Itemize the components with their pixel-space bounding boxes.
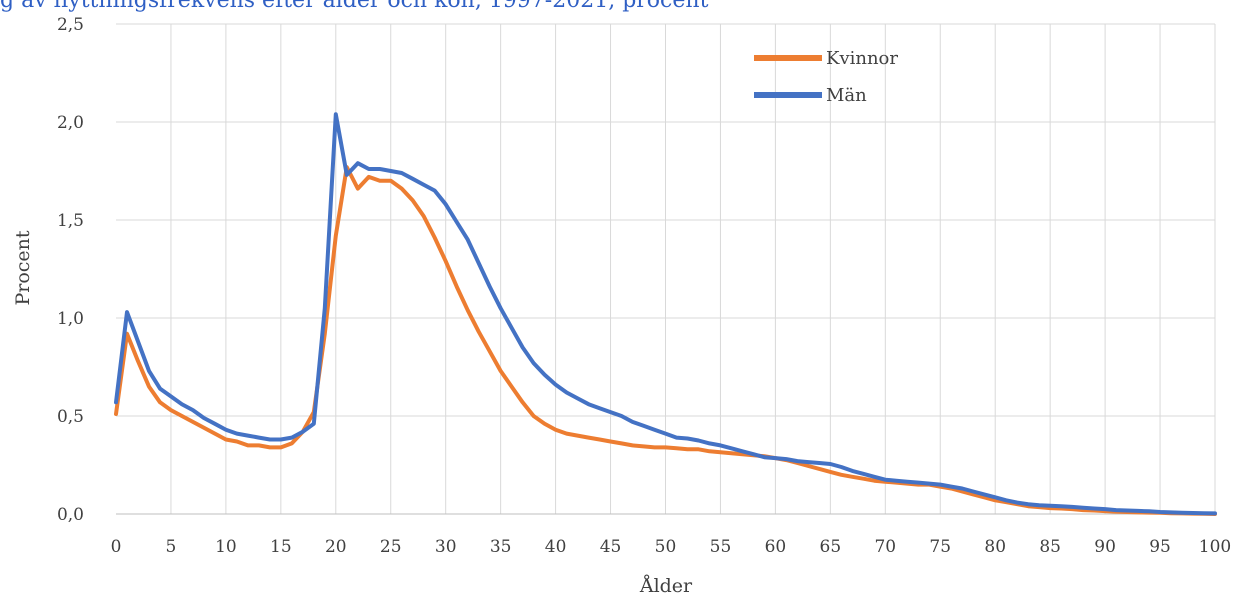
- x-tick-label: 95: [1149, 537, 1171, 557]
- y-tick-label: 2,5: [57, 15, 84, 35]
- y-tick-label: 1,5: [57, 211, 84, 231]
- x-tick-label: 55: [710, 537, 732, 557]
- x-tick-label: 45: [600, 537, 622, 557]
- x-tick-label: 35: [490, 537, 512, 557]
- legend: Kvinnor Män: [754, 48, 898, 106]
- x-tick-label: 75: [929, 537, 951, 557]
- x-tick-label: 20: [325, 537, 347, 557]
- x-tick-label: 60: [765, 537, 787, 557]
- x-tick-label: 30: [435, 537, 457, 557]
- x-tick-label: 0: [111, 537, 122, 557]
- x-tick-label: 15: [270, 537, 292, 557]
- x-tick-label: 90: [1094, 537, 1116, 557]
- y-axis-title: Procent: [12, 230, 34, 305]
- x-tick-label: 50: [655, 537, 677, 557]
- x-tick-label: 70: [874, 537, 896, 557]
- x-axis-ticks: 0 5 10 15 20 25 30 35 40 45 50 55 60 65 70 75 80 85 90 95 10…: [111, 537, 1232, 557]
- gridlines: [116, 23, 1216, 514]
- y-tick-label: 0,0: [57, 505, 84, 525]
- series-lines: [114, 112, 1217, 516]
- x-tick-label: 80: [984, 537, 1006, 557]
- legend-label: Män: [826, 85, 867, 106]
- y-tick-label: 0,5: [57, 407, 84, 427]
- page-title: g av flyttningsfrekvens efter ålder och …: [0, 0, 709, 13]
- legend-label: Kvinnor: [826, 48, 898, 69]
- y-tick-label: 2,0: [57, 113, 84, 133]
- x-axis-title: Ålder: [639, 575, 693, 597]
- x-tick-label: 10: [215, 537, 237, 557]
- series-line-man: [114, 112, 1217, 516]
- y-tick-label: 1,0: [57, 309, 84, 329]
- x-tick-label: 5: [166, 537, 177, 557]
- y-axis-ticks: 0,0 0,5 1,0 1,5 2,0 2,5: [57, 15, 84, 525]
- x-tick-label: 100: [1199, 537, 1231, 557]
- x-tick-label: 65: [820, 537, 842, 557]
- x-tick-label: 25: [380, 537, 402, 557]
- x-tick-label: 85: [1039, 537, 1061, 557]
- x-tick-label: 40: [545, 537, 567, 557]
